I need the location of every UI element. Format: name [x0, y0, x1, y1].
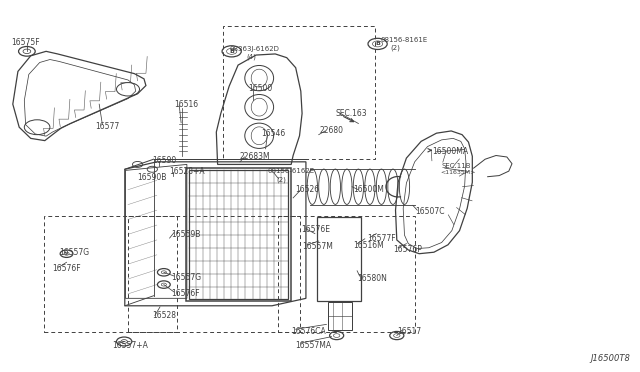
Bar — [328, 302, 352, 330]
Text: (2): (2) — [390, 44, 400, 51]
Text: 16528+A: 16528+A — [170, 167, 205, 176]
Text: 16500M: 16500M — [353, 185, 384, 194]
Text: 08363J-6162D: 08363J-6162D — [229, 46, 279, 52]
Text: 16576CA: 16576CA — [291, 327, 326, 336]
Text: 16576P: 16576P — [394, 245, 422, 254]
Text: 16576F: 16576F — [52, 264, 81, 273]
Text: 16580N: 16580N — [357, 274, 387, 283]
Text: 16576E: 16576E — [301, 225, 330, 234]
Text: 16557G: 16557G — [59, 248, 89, 257]
Text: 16500: 16500 — [248, 84, 273, 93]
Text: 08156-6162E: 08156-6162E — [268, 168, 315, 174]
Text: 16577: 16577 — [95, 122, 119, 131]
Text: 16575F: 16575F — [12, 38, 40, 47]
Text: 16516M: 16516M — [353, 241, 384, 250]
Bar — [186, 168, 291, 301]
Text: 16590: 16590 — [152, 156, 177, 165]
Text: (2): (2) — [276, 176, 286, 183]
Text: 16517: 16517 — [397, 327, 421, 336]
Text: 16546: 16546 — [261, 129, 285, 138]
Bar — [189, 170, 288, 299]
Bar — [128, 216, 300, 332]
Bar — [317, 217, 361, 301]
Text: B: B — [229, 49, 234, 54]
Text: 16526: 16526 — [296, 185, 320, 194]
Bar — [223, 26, 375, 159]
Text: (4): (4) — [246, 53, 256, 60]
Text: 16557MA: 16557MA — [296, 341, 332, 350]
Text: 16500MA: 16500MA — [433, 147, 468, 156]
Text: 08156-8161E: 08156-8161E — [380, 37, 428, 43]
Text: 16557+A: 16557+A — [112, 341, 148, 350]
Text: J16500T8: J16500T8 — [591, 354, 630, 363]
Text: 16557G: 16557G — [172, 273, 202, 282]
Text: 22683M: 22683M — [239, 153, 270, 161]
Text: <11635M>: <11635M> — [440, 170, 476, 176]
Text: 16590B: 16590B — [138, 173, 167, 182]
Text: SEC.163: SEC.163 — [336, 109, 367, 118]
Text: 22680: 22680 — [320, 126, 344, 135]
Bar — [278, 216, 415, 332]
Bar — [44, 216, 177, 332]
Text: 16528: 16528 — [152, 311, 177, 320]
Text: 16576F: 16576F — [172, 289, 200, 298]
Text: SEC.11B: SEC.11B — [442, 163, 471, 169]
Text: B: B — [375, 41, 380, 46]
Text: 16559B: 16559B — [172, 230, 201, 239]
Text: 16516: 16516 — [174, 100, 198, 109]
Text: 16577F: 16577F — [367, 234, 396, 243]
Text: 16507C: 16507C — [415, 207, 444, 216]
Text: 16557M: 16557M — [302, 242, 333, 251]
